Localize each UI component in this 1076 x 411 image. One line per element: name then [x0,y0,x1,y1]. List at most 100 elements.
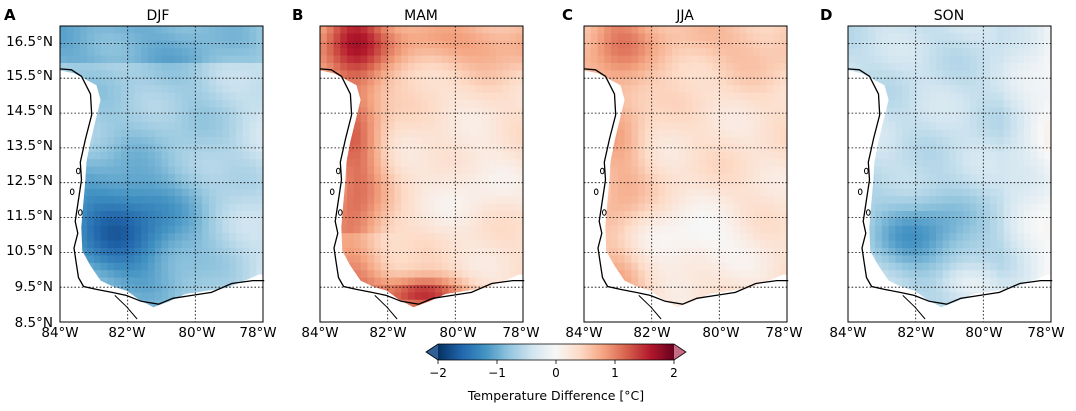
heatmap-cell [1017,114,1025,123]
heatmap-cell [922,33,930,42]
heatmap-cell [175,92,183,101]
heatmap-cell [983,262,991,271]
heatmap-cell [651,240,660,249]
heatmap-cell [360,188,368,197]
heatmap-cell [996,203,1005,212]
heatmap-cell [963,70,971,79]
heatmap-cell [929,144,937,153]
heatmap-cell [651,203,660,212]
heatmap-cell [617,129,626,138]
heatmap-cell [902,40,910,49]
heatmap-cell [195,196,203,205]
heatmap-cell [127,92,136,101]
y-tick-label: 14.5°N [6,103,53,119]
heatmap-cell [435,63,443,71]
heatmap-cell [1030,262,1039,271]
heatmap-cell [249,270,257,279]
heatmap-cell [963,48,971,57]
heatmap-cell [100,55,108,64]
heatmap-cell [678,188,687,197]
heatmap-cell [448,166,456,175]
heatmap-cell [969,270,978,279]
heatmap-cell [114,107,122,116]
heatmap-cell [881,233,890,242]
heatmap-cell [235,233,244,242]
heatmap-cell [732,70,741,79]
heatmap-cell [915,107,924,116]
heatmap-cell [222,122,230,131]
heatmap-cell [455,114,463,123]
heatmap-cell [969,174,978,182]
heatmap-cell [448,151,456,160]
heatmap-cell [80,26,88,34]
heatmap-cell [712,100,720,108]
heatmap-cell [242,55,251,64]
heatmap-cell [489,255,497,264]
heatmap-cell [107,26,115,34]
heatmap-cell [475,181,483,190]
heatmap-cell [208,122,217,131]
heatmap-cell [915,48,924,57]
heatmap-cell [407,270,416,279]
heatmap-cell [685,55,693,64]
heatmap-cell [671,40,680,49]
heatmap-cell [387,159,396,168]
heatmap-cell [509,225,517,234]
heatmap-cell [638,240,646,249]
heatmap-cell [969,63,978,71]
heatmap-cell [929,277,937,286]
heatmap-cell [996,196,1005,205]
heatmap-cell [956,70,964,79]
heatmap-cell [215,137,223,145]
heatmap-cell [202,107,210,116]
heatmap-cell [175,196,183,205]
heatmap-cell [242,262,251,271]
heatmap-cell [516,144,523,153]
heatmap-cell [969,114,978,123]
heatmap-cell [624,92,632,101]
heatmap-cell [374,144,382,153]
heatmap-cell [705,277,714,286]
heatmap-cell [739,240,747,249]
heatmap-cell [516,55,523,64]
heatmap-cell [705,218,714,227]
heatmap-cell [73,63,81,71]
heatmap-cell [340,26,348,34]
heatmap-cell [367,159,375,168]
heatmap-cell [739,255,747,264]
heatmap-cell [353,63,362,71]
heatmap-cell [908,255,917,264]
heatmap-cell [611,218,619,227]
heatmap-cell [249,240,257,249]
heatmap-cell [766,33,775,42]
heatmap-cell [489,181,497,190]
heatmap-cell [208,225,217,234]
heatmap-cell [1010,144,1018,153]
heatmap-cell [448,159,456,168]
heatmap-cell [888,151,896,160]
heatmap-cell [222,40,230,49]
heatmap-cell [235,33,244,42]
heatmap-cell [482,233,490,242]
heatmap-cell [374,188,382,197]
heatmap-cell [462,100,470,108]
heatmap-cell [976,240,984,249]
heatmap-cell [414,211,423,219]
heatmap-cell [1044,26,1051,34]
heatmap-cell [407,63,416,71]
heatmap-cell [441,248,450,256]
heatmap-cell [367,85,375,94]
heatmap-cell [134,100,142,108]
heatmap-cell [462,55,470,64]
heatmap-cell [455,159,463,168]
heatmap-cell [854,55,863,64]
heatmap-cell [996,40,1005,49]
heatmap-cell [1010,55,1018,64]
heatmap-cell [249,166,257,175]
heatmap-cell [969,262,978,271]
heatmap-cell [875,196,883,205]
heatmap-cell [333,48,341,57]
heatmap-cell [468,174,477,182]
heatmap-cell [374,225,382,234]
heatmap-cell [367,225,375,234]
